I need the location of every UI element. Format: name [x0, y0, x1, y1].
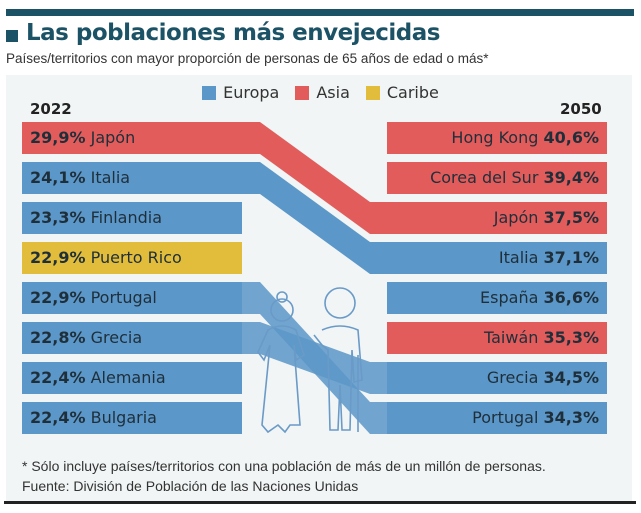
value-label: 39,4% [543, 168, 599, 187]
legend-item-europa: Europa [202, 83, 279, 102]
value-label: 24,1% [30, 168, 86, 187]
elderly-couple-icon [257, 287, 363, 434]
value-label: 34,5% [543, 368, 599, 387]
bar-right-7 [387, 402, 607, 434]
title-square-icon [6, 30, 18, 42]
value-label: 22,4% [30, 368, 86, 387]
country-label: Alemania [85, 368, 166, 387]
link-ribbon-3 [240, 322, 390, 394]
chart-title: Las poblaciones más envejecidas [26, 20, 440, 46]
link-ribbon-1 [240, 162, 390, 274]
value-label: 36,6% [543, 288, 599, 307]
legend-swatch-europa [202, 85, 217, 100]
country-label: Puerto Rico [85, 248, 182, 267]
bar-label-left: 22,8% Grecia [30, 323, 142, 353]
bar-label-left: 22,9% Puerto Rico [30, 243, 182, 273]
bar-right-5 [387, 322, 607, 354]
bar-right-6 [387, 362, 607, 394]
bar-label-right: España 36,6% [480, 283, 599, 313]
bar-right-3 [387, 242, 607, 274]
bar-left-1 [22, 162, 242, 194]
value-label: 37,5% [543, 208, 599, 227]
bar-label-left: 29,9% Japón [30, 123, 135, 153]
country-label: Japón [493, 208, 544, 227]
bar-label-right: Grecia 34,5% [487, 363, 599, 393]
bar-label-right: Japón 37,5% [494, 203, 599, 233]
bar-left-3 [22, 242, 242, 274]
country-label: Hong Kong [451, 128, 544, 147]
legend-label-asia: Asia [316, 83, 350, 102]
bar-right-1 [387, 162, 607, 194]
bar-label-right: Italia 37,1% [499, 243, 599, 273]
bar-label-left: 22,9% Portugal [30, 283, 157, 313]
legend-label-europa: Europa [223, 83, 280, 102]
country-label: Japón [85, 128, 136, 147]
bar-left-2 [22, 202, 242, 234]
value-label: 22,9% [30, 248, 86, 267]
bar-left-0 [22, 122, 242, 154]
bar-label-right: Taiwán 35,3% [484, 323, 599, 353]
value-label: 22,4% [30, 408, 86, 427]
bar-label-right: Corea del Sur 39,4% [430, 163, 599, 193]
top-rule [6, 9, 634, 16]
bar-left-7 [22, 402, 242, 434]
country-label: Taiwán [483, 328, 544, 347]
footnote: * Sólo incluye países/territorios con un… [22, 458, 546, 474]
legend-label-caribe: Caribe [386, 83, 439, 102]
country-label: Grecia [85, 328, 143, 347]
bar-label-left: 24,1% Italia [30, 163, 130, 193]
bar-right-0 [387, 122, 607, 154]
value-label: 37,1% [543, 248, 599, 267]
value-label: 34,3% [543, 408, 599, 427]
year-left-label: 2022 [30, 100, 72, 118]
country-label: Italia [498, 248, 544, 267]
link-ribbon-0 [240, 122, 390, 234]
bar-right-4 [387, 282, 607, 314]
country-label: Finlandia [85, 208, 163, 227]
value-label: 29,9% [30, 128, 86, 147]
legend: Europa Asia Caribe [0, 83, 641, 102]
value-label: 35,3% [543, 328, 599, 347]
bar-label-left: 22,4% Alemania [30, 363, 166, 393]
year-right-label: 2050 [560, 100, 602, 118]
country-label: Grecia [486, 368, 544, 387]
bar-label-right: Hong Kong 40,6% [451, 123, 599, 153]
bar-label-left: 22,4% Bulgaria [30, 403, 157, 433]
value-label: 23,3% [30, 208, 86, 227]
country-label: Italia [85, 168, 131, 187]
legend-item-caribe: Caribe [365, 83, 439, 102]
bar-left-6 [22, 362, 242, 394]
value-label: 22,8% [30, 328, 86, 347]
bar-label-left: 23,3% Finlandia [30, 203, 162, 233]
bar-label-right: Portugal 34,3% [472, 403, 599, 433]
value-label: 40,6% [543, 128, 599, 147]
country-label: Portugal [472, 408, 544, 427]
value-label: 22,9% [30, 288, 86, 307]
country-label: España [480, 288, 544, 307]
title-block: Las poblaciones más envejecidas [6, 20, 440, 46]
bar-left-5 [22, 322, 242, 354]
chart-subtitle: Países/territorios con mayor proporción … [6, 51, 489, 66]
source-note: Fuente: División de Población de las Nac… [22, 478, 359, 494]
country-label: Bulgaria [85, 408, 157, 427]
legend-swatch-asia [295, 85, 310, 100]
legend-swatch-caribe [365, 85, 380, 100]
bar-right-2 [387, 202, 607, 234]
country-label: Corea del Sur [430, 168, 544, 187]
bar-left-4 [22, 282, 242, 314]
legend-item-asia: Asia [295, 83, 350, 102]
country-label: Portugal [85, 288, 157, 307]
bottom-rule [4, 501, 636, 504]
